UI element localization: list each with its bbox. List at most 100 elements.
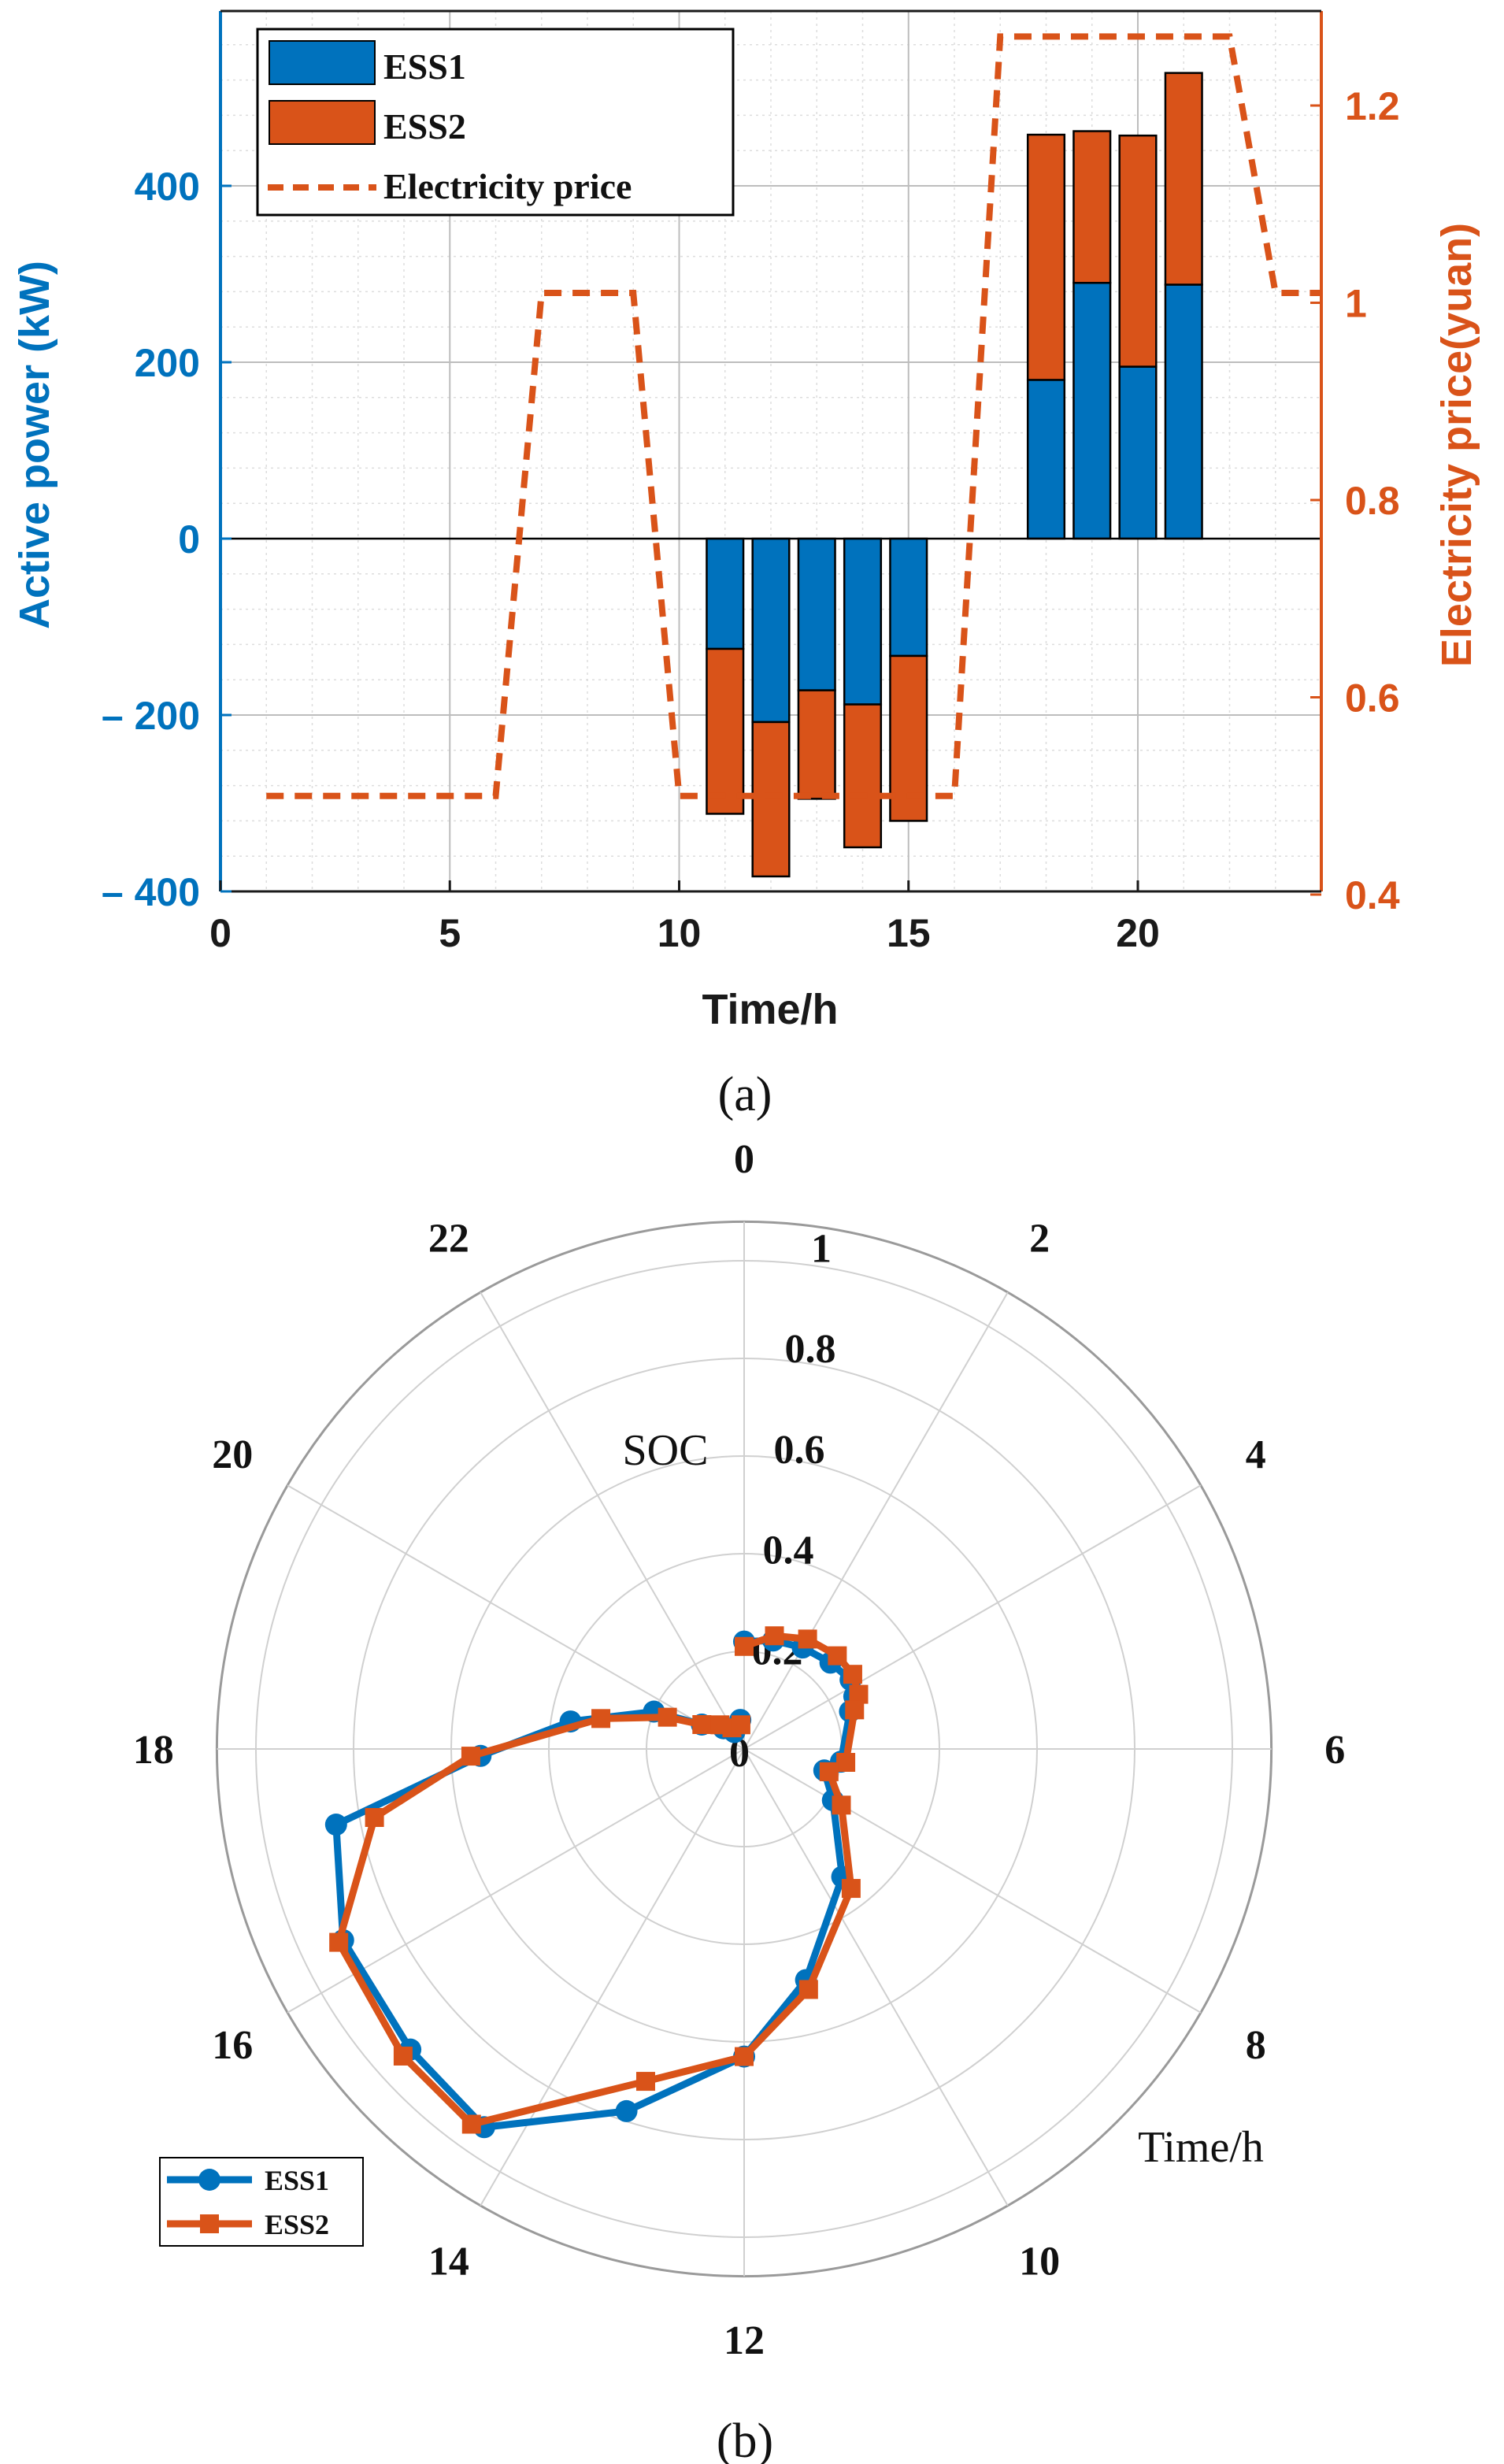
spoke bbox=[743, 1484, 1202, 1750]
spoke bbox=[743, 1291, 1009, 1750]
ess2-marker bbox=[798, 1980, 818, 1999]
ess2-marker bbox=[735, 1636, 754, 1656]
angular-tick-label: 22 bbox=[428, 1216, 469, 1261]
ess2-marker bbox=[692, 1715, 712, 1734]
spoke bbox=[480, 1291, 745, 1750]
panel-a-price-line bbox=[266, 33, 1321, 799]
legend-label-price: Electricity price bbox=[383, 166, 632, 206]
angular-tick-label: 18 bbox=[133, 1728, 174, 1773]
xtick-label: 5 bbox=[439, 911, 461, 955]
panel-b-series bbox=[324, 1626, 869, 2139]
price-line bbox=[266, 33, 1321, 799]
radial-tick-label: 0.6 bbox=[774, 1428, 825, 1473]
legend-swatch-ess2 bbox=[269, 100, 376, 145]
ytick-label: 200 bbox=[135, 341, 200, 385]
y2tick-label: 1 bbox=[1345, 282, 1367, 326]
y2tick-label: 0.8 bbox=[1345, 479, 1400, 523]
ess2-marker bbox=[843, 1665, 862, 1684]
panel-a-y2label: Electricity price(yuan) bbox=[1433, 223, 1480, 667]
panel-a-bars bbox=[220, 72, 1321, 878]
panel-a-xlabel: Time/h bbox=[702, 986, 838, 1033]
bar-ess2 bbox=[1164, 72, 1203, 286]
ytick-label: 400 bbox=[135, 165, 200, 209]
ess2-marker bbox=[365, 1807, 384, 1827]
ess2-marker bbox=[329, 1932, 349, 1952]
ytick-label: 0 bbox=[178, 517, 200, 561]
bar-ess1 bbox=[1164, 283, 1203, 540]
angular-tick-label: 2 bbox=[1029, 1216, 1050, 1261]
ytick-label: – 200 bbox=[102, 694, 200, 738]
ytick-label: – 400 bbox=[102, 870, 200, 914]
spoke bbox=[287, 1484, 745, 1750]
panel-b-polar-grid bbox=[215, 1220, 1273, 2278]
spoke bbox=[743, 1748, 1009, 2206]
angular-tick-label: 6 bbox=[1324, 1728, 1345, 1773]
panel-b-legend: ESS1 ESS2 bbox=[159, 2157, 364, 2247]
radial-tick-label: 0.8 bbox=[785, 1327, 836, 1372]
ess2-marker bbox=[836, 1752, 856, 1772]
bar-ess1 bbox=[797, 537, 836, 691]
bar-ess1 bbox=[751, 537, 791, 724]
bar-ess2 bbox=[751, 721, 791, 878]
panel-a-tick-labels: 0 5 10 15 20 400 200 0 – 200 – 400 1.2 1 0.8 0.6 0.4 bbox=[102, 84, 1400, 955]
panel-a-axes bbox=[219, 9, 1323, 896]
xtick-label: 0 bbox=[209, 911, 232, 955]
y2tick-label: 0.4 bbox=[1345, 873, 1400, 917]
bar-ess2 bbox=[1026, 133, 1066, 381]
legend-label-ess1: ESS1 bbox=[383, 46, 466, 87]
xtick-label: 15 bbox=[887, 911, 931, 955]
bar-ess1 bbox=[889, 537, 928, 658]
ess2-marker bbox=[461, 1747, 480, 1766]
ess2-marker bbox=[735, 2047, 754, 2066]
panel-b-angular-label: Time/h bbox=[1138, 2123, 1264, 2172]
ess2-marker bbox=[393, 2046, 413, 2066]
ess1-marker bbox=[324, 1814, 347, 1836]
angular-tick-label: 10 bbox=[1019, 2240, 1060, 2284]
ess2-marker bbox=[591, 1709, 611, 1729]
ess2-marker bbox=[832, 1795, 851, 1815]
angular-tick-label: 0 bbox=[734, 1137, 754, 1182]
bar-ess1 bbox=[1072, 281, 1112, 540]
spoke bbox=[743, 1748, 1202, 2014]
angular-tick-label: 14 bbox=[428, 2240, 469, 2284]
legend-marker-ess1 bbox=[198, 2169, 220, 2191]
y2tick-label: 1.2 bbox=[1345, 84, 1400, 128]
legend-label-ess2: ESS2 bbox=[383, 106, 466, 146]
panel-a-caption: (a) bbox=[718, 1068, 772, 1121]
ess2-marker bbox=[635, 2072, 655, 2092]
spoke bbox=[480, 1748, 745, 2206]
ess2-marker bbox=[819, 1762, 839, 1781]
legend-label-ess2-polar: ESS2 bbox=[265, 2209, 329, 2240]
ess2-marker bbox=[765, 1626, 784, 1646]
ess2-marker bbox=[461, 2114, 481, 2134]
panel-b-radial-ticks: 00.20.40.60.81 bbox=[729, 1226, 836, 1776]
bar-ess2 bbox=[1118, 134, 1158, 368]
y2tick-label: 0.6 bbox=[1345, 676, 1400, 721]
legend-swatch-ess1 bbox=[269, 40, 376, 85]
angular-tick-label: 12 bbox=[724, 2318, 765, 2363]
ess1-marker bbox=[615, 2099, 638, 2122]
bar-ess1 bbox=[1026, 379, 1066, 540]
xtick-label: 10 bbox=[658, 911, 702, 955]
ess2-marker bbox=[731, 1715, 750, 1735]
bar-ess1 bbox=[706, 537, 745, 650]
bar-ess2 bbox=[1072, 130, 1112, 284]
legend-marker-ess2 bbox=[200, 2214, 219, 2233]
panel-b-angular-ticks: 0 2 4 6 8 10 12 14 16 18 20 22 bbox=[133, 1137, 1345, 2363]
panel-b-radial-label: SOC bbox=[623, 1426, 709, 1475]
angular-tick-label: 8 bbox=[1246, 2023, 1266, 2068]
ess2-marker bbox=[798, 1629, 817, 1649]
xtick-label: 20 bbox=[1116, 911, 1160, 955]
legend-label-ess1-polar: ESS1 bbox=[265, 2165, 329, 2196]
radial-tick-label: 1 bbox=[811, 1226, 832, 1271]
bar-ess1 bbox=[843, 537, 883, 706]
panel-a-legend: ESS1 ESS2 Electricity price bbox=[256, 28, 735, 217]
ess2-marker bbox=[845, 1700, 865, 1720]
angular-tick-label: 4 bbox=[1246, 1432, 1266, 1477]
ess2-marker bbox=[658, 1707, 677, 1727]
angular-tick-label: 16 bbox=[212, 2023, 253, 2068]
bar-ess2 bbox=[843, 703, 883, 849]
bar-ess2 bbox=[706, 647, 745, 815]
